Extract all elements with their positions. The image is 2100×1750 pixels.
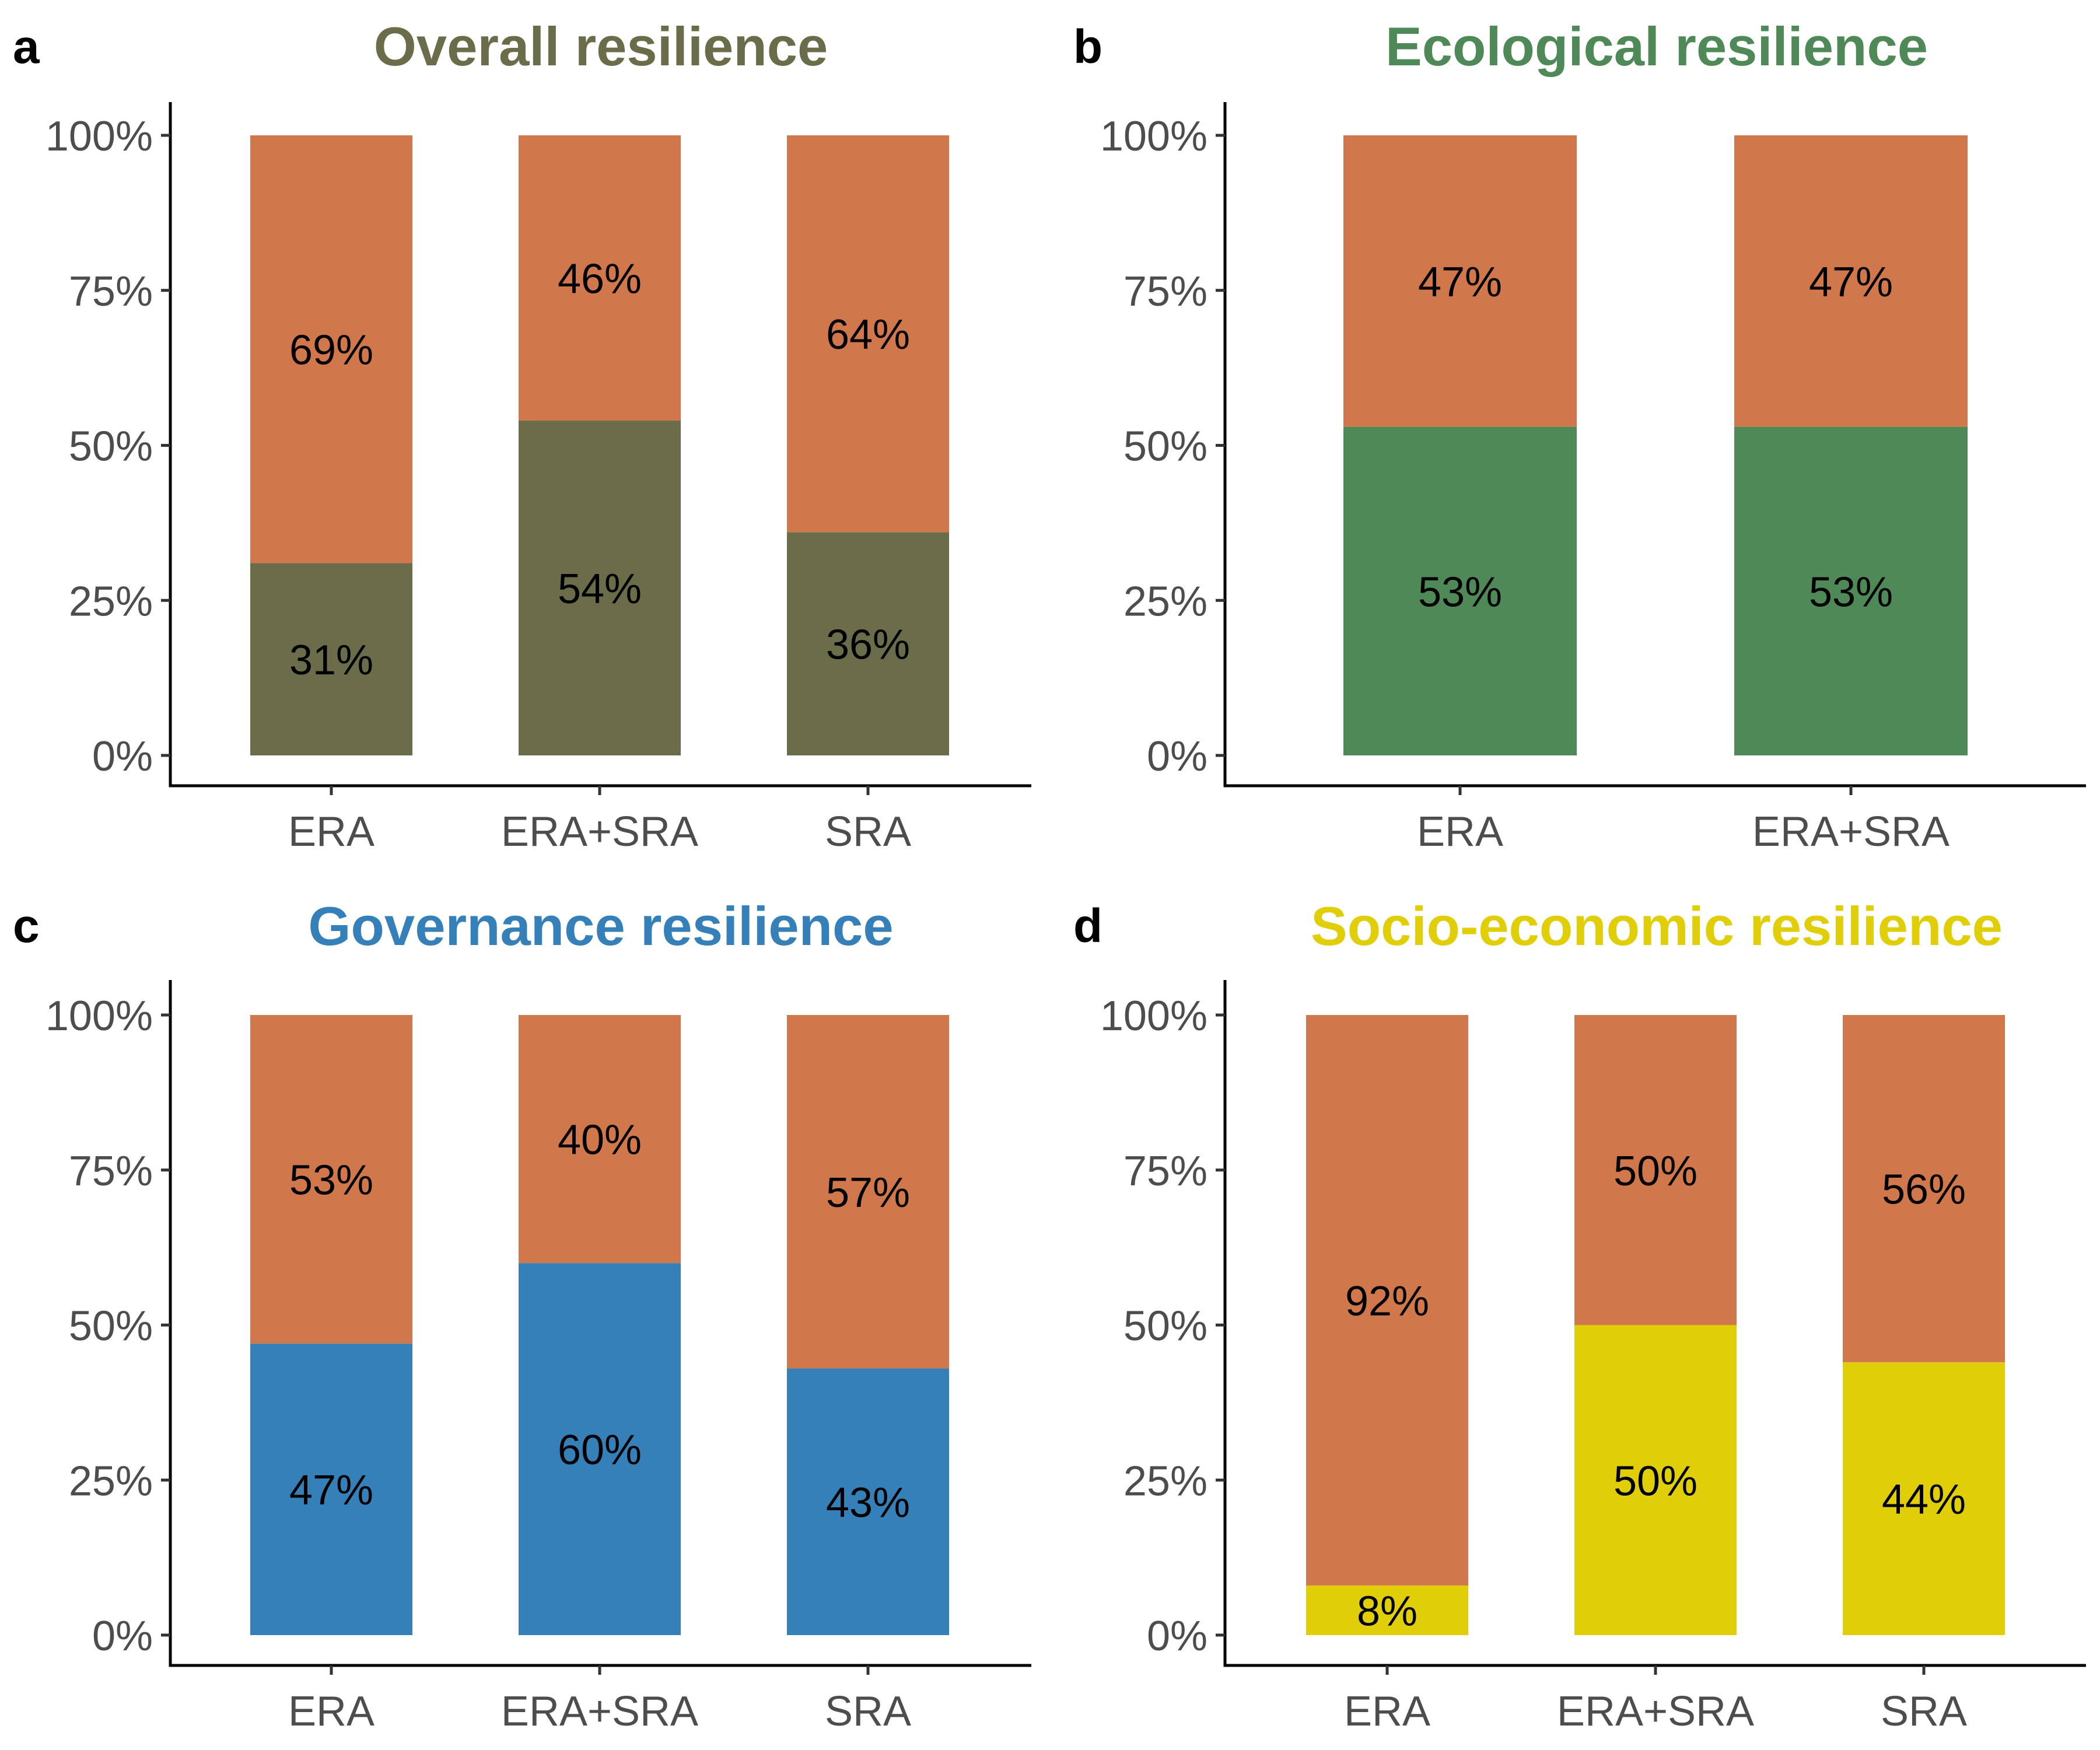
bar-segment bbox=[250, 135, 412, 564]
data-label: 60% bbox=[558, 1427, 642, 1474]
x-tick-label: ERA bbox=[1417, 808, 1503, 855]
bar-segment bbox=[1574, 1325, 1737, 1635]
y-tick-label: 25% bbox=[69, 1458, 153, 1504]
data-label: 56% bbox=[1882, 1167, 1966, 1213]
y-tick-label: 100% bbox=[46, 113, 153, 160]
bar-segment bbox=[519, 1015, 681, 1264]
data-label: 50% bbox=[1614, 1458, 1698, 1504]
y-tick-label: 75% bbox=[1124, 268, 1208, 315]
data-label: 8% bbox=[1357, 1588, 1418, 1634]
bar-segment bbox=[1574, 1015, 1737, 1325]
bar-segment bbox=[1734, 426, 1968, 755]
x-tick-label: SRA bbox=[1881, 1688, 1967, 1735]
bar-segment bbox=[519, 420, 681, 755]
chart-panel-a: a Overall resilience 31% 69% 54% 46% 36% 64% 0% 2… bbox=[13, 16, 1031, 855]
data-label: 47% bbox=[1809, 259, 1893, 306]
y-tick-label: 25% bbox=[69, 578, 153, 625]
data-label: 31% bbox=[289, 637, 373, 684]
x-tick-label: ERA+SRA bbox=[1557, 1688, 1754, 1735]
bar-segment bbox=[1343, 135, 1577, 427]
y-tick-label: 75% bbox=[1124, 1148, 1208, 1195]
bar-segment bbox=[787, 135, 949, 533]
y-tick-label: 50% bbox=[1124, 424, 1208, 470]
x-tick-label: ERA bbox=[1344, 1688, 1430, 1735]
data-label: 43% bbox=[826, 1479, 910, 1526]
data-label: 54% bbox=[558, 566, 642, 612]
data-label: 53% bbox=[1418, 569, 1502, 615]
bar-segment bbox=[1734, 135, 1968, 427]
bar-segment bbox=[1843, 1015, 2005, 1363]
y-tick-label: 50% bbox=[1124, 1303, 1208, 1350]
data-label: 92% bbox=[1345, 1278, 1429, 1325]
panel-letter: d bbox=[1073, 900, 1102, 953]
chart-panel-b: b Ecological resilience 53% 47% 53% 47% 0% 25% 5… bbox=[1073, 16, 2086, 855]
x-tick-label: ERA+SRA bbox=[1752, 808, 1950, 855]
bar-segment bbox=[787, 1368, 949, 1635]
bar-segment bbox=[250, 563, 412, 755]
bar-segment bbox=[1306, 1585, 1468, 1635]
data-label: 64% bbox=[826, 312, 910, 358]
data-label: 40% bbox=[558, 1117, 642, 1164]
data-label: 50% bbox=[1614, 1148, 1698, 1195]
data-label: 36% bbox=[826, 622, 910, 668]
x-tick-label: ERA bbox=[288, 808, 374, 855]
y-tick-label: 50% bbox=[69, 1303, 153, 1350]
x-tick-label: ERA bbox=[288, 1688, 374, 1735]
bar-segment bbox=[519, 135, 681, 421]
y-tick-label: 0% bbox=[1147, 733, 1208, 780]
data-label: 44% bbox=[1882, 1476, 1966, 1523]
x-tick-label: ERA+SRA bbox=[501, 808, 698, 855]
bar-segment bbox=[519, 1263, 681, 1635]
chart-panel-c: c Governance resilience 47% 53% 60% 40% 43% 57%… bbox=[13, 895, 1031, 1735]
y-tick-label: 25% bbox=[1124, 1458, 1208, 1504]
panel-letter: c bbox=[13, 900, 40, 953]
bar-segment bbox=[250, 1015, 412, 1344]
y-tick-label: 75% bbox=[69, 268, 153, 315]
x-tick-label: SRA bbox=[825, 1688, 911, 1735]
data-label: 53% bbox=[1809, 569, 1893, 615]
y-tick-label: 0% bbox=[92, 733, 153, 780]
y-tick-label: 0% bbox=[92, 1613, 153, 1660]
chart-title: Overall resilience bbox=[374, 16, 828, 77]
panel-letter: a bbox=[13, 20, 40, 74]
data-label: 47% bbox=[1418, 259, 1502, 306]
y-tick-label: 100% bbox=[46, 993, 153, 1040]
y-tick-label: 100% bbox=[1100, 113, 1208, 160]
x-tick-label: ERA+SRA bbox=[501, 1688, 698, 1735]
chart-title: Ecological resilience bbox=[1385, 16, 1928, 77]
chart-title: Socio-economic resilience bbox=[1311, 895, 2003, 957]
y-tick-label: 50% bbox=[69, 424, 153, 470]
panel-letter: b bbox=[1073, 20, 1102, 74]
bar-segment bbox=[1343, 426, 1577, 755]
y-tick-label: 75% bbox=[69, 1148, 153, 1195]
chart-panel-d: d Socio-economic resilience 8% 92% 50% 50% 44%… bbox=[1073, 895, 2086, 1735]
y-tick-label: 25% bbox=[1124, 578, 1208, 625]
chart-title: Governance resilience bbox=[308, 895, 893, 957]
y-tick-label: 100% bbox=[1100, 993, 1208, 1040]
y-tick-label: 0% bbox=[1147, 1613, 1208, 1660]
bar-segment bbox=[250, 1343, 412, 1635]
bar-segment bbox=[1843, 1362, 2005, 1635]
bar-segment bbox=[787, 532, 949, 755]
bar-segment bbox=[1306, 1015, 1468, 1586]
x-tick-label: SRA bbox=[825, 808, 911, 855]
bar-segment bbox=[787, 1015, 949, 1368]
data-label: 47% bbox=[289, 1467, 373, 1514]
data-label: 53% bbox=[289, 1157, 373, 1204]
data-label: 69% bbox=[289, 327, 373, 374]
data-label: 57% bbox=[826, 1170, 910, 1216]
data-label: 46% bbox=[558, 256, 642, 302]
